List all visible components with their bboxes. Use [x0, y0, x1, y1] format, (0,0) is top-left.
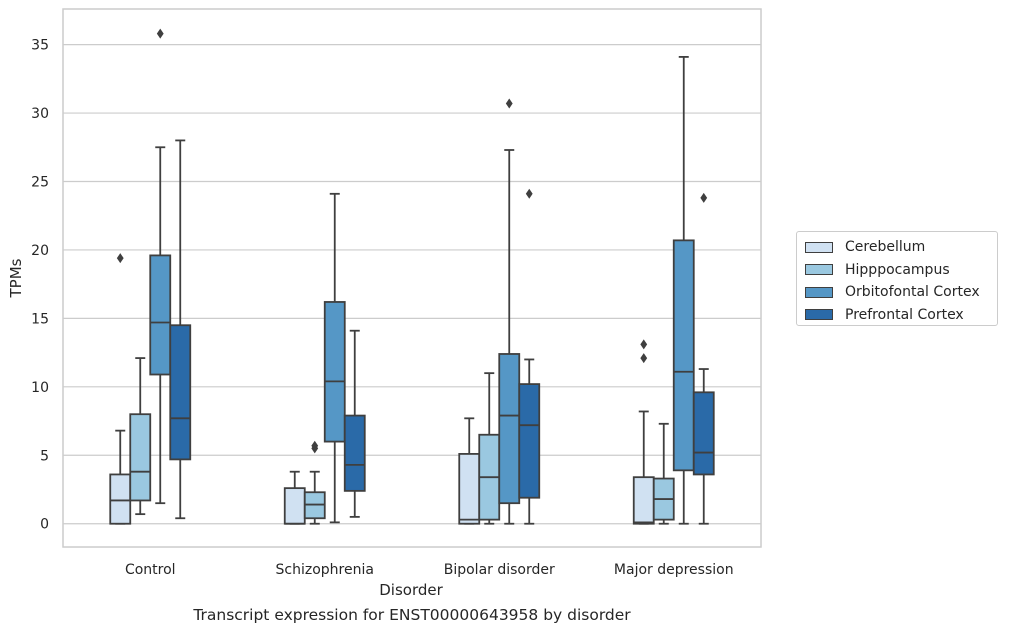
y-tick-label: 30 [31, 106, 49, 122]
x-tick-label: Schizophrenia [276, 562, 374, 578]
box-iqr [169, 324, 192, 461]
box-iqr [672, 239, 695, 472]
box-iqr [692, 391, 715, 476]
x-tick-label: Bipolar disorder [444, 562, 555, 578]
box-iqr [632, 476, 655, 525]
outlier-point [525, 188, 533, 199]
box-group [283, 470, 306, 525]
box-group [303, 440, 326, 525]
outlier-point [116, 253, 124, 264]
box-group [632, 339, 655, 525]
box-group [169, 139, 192, 520]
legend-swatch-orbitofrontal-cortex [805, 286, 833, 298]
box-groups [109, 28, 715, 525]
outlier-point [505, 98, 513, 109]
box-group [652, 422, 675, 525]
legend-item-orbitofrontal-cortex: Orbitofontal Cortex [805, 281, 997, 304]
box-group [129, 357, 152, 516]
y-tick-label: 0 [40, 517, 49, 533]
x-tick-label: Major depression [614, 562, 734, 578]
box-group [109, 253, 132, 525]
box-group [478, 372, 501, 525]
x-axis-title: Disorder [379, 581, 443, 599]
x-tick-label: Control [125, 562, 176, 578]
figure-caption: Transcript expression for ENST0000064395… [193, 606, 631, 624]
outlier-point [700, 192, 708, 203]
box-group [518, 188, 541, 525]
chart-legend: Cerebellum Hipppocampus Orbitofontal Cor… [796, 231, 998, 326]
y-tick-label: 35 [31, 38, 49, 54]
box-group [458, 417, 481, 525]
y-tick-label: 15 [31, 311, 49, 327]
legend-item-hippocampus: Hipppocampus [805, 259, 997, 282]
legend-label-prefrontal-cortex: Prefrontal Cortex [845, 306, 964, 323]
y-tick-label: 20 [31, 243, 49, 259]
outlier-point [640, 353, 648, 364]
legend-swatch-prefrontal-cortex [805, 309, 833, 321]
outlier-point [156, 28, 164, 39]
box-iqr [518, 383, 541, 499]
box-group [692, 192, 715, 525]
box-iqr [109, 473, 132, 525]
outlier-point [640, 339, 648, 350]
box-group [149, 28, 172, 505]
box-group [343, 329, 366, 518]
box-group [672, 56, 695, 525]
box-iqr [129, 413, 152, 502]
legend-swatch-cerebellum [805, 241, 833, 253]
legend-item-prefrontal-cortex: Prefrontal Cortex [805, 304, 997, 327]
legend-item-cerebellum: Cerebellum [805, 236, 997, 259]
legend-label-cerebellum: Cerebellum [845, 239, 926, 256]
y-axis-title: TPMs [7, 258, 25, 298]
x-tick-labels: Control Schizophrenia Bipolar disorder Majo… [125, 562, 734, 578]
plot-frame [62, 8, 762, 548]
box-iqr [458, 453, 481, 525]
box-iqr [323, 301, 346, 443]
legend-label-orbitofrontal-cortex: Orbitofontal Cortex [845, 284, 980, 301]
box-iqr [149, 254, 172, 376]
box-iqr [283, 487, 306, 525]
box-iqr [343, 414, 366, 492]
y-tick-labels: 0 5 10 15 20 25 30 35 [31, 38, 49, 533]
box-group [323, 192, 346, 524]
box-iqr [498, 353, 521, 505]
y-tick-label: 10 [31, 380, 49, 396]
outlier-point [311, 440, 319, 451]
y-tick-label: 5 [40, 448, 49, 464]
legend-label-hippocampus: Hipppocampus [845, 261, 950, 278]
legend-swatch-hippocampus [805, 264, 833, 276]
box-group [498, 98, 521, 525]
y-tick-label: 25 [31, 174, 49, 190]
